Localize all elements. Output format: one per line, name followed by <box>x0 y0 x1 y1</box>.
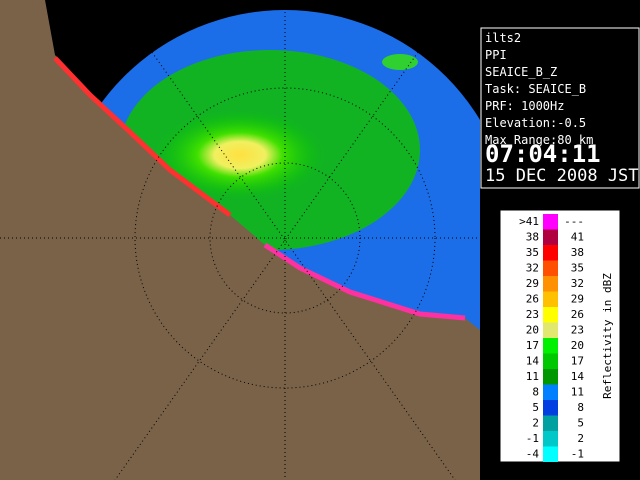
legend-swatch <box>543 431 558 447</box>
legend-low: 29 <box>526 277 539 290</box>
legend-high: 23 <box>571 324 584 337</box>
info-line: ilts2 <box>485 31 521 45</box>
info-panel <box>480 27 640 189</box>
legend-high: 29 <box>571 293 584 306</box>
coast-echo <box>263 242 466 321</box>
legend-swatch <box>543 260 558 276</box>
legend-swatch <box>543 307 558 323</box>
legend-title: Reflectivity in dBZ <box>601 273 614 399</box>
legend-low: 35 <box>526 246 539 259</box>
legend-swatch <box>543 384 558 400</box>
legend-swatch <box>543 291 558 307</box>
info-line: Max Range:80 km <box>485 133 593 147</box>
legend-swatch <box>543 415 558 431</box>
coast-echo <box>53 56 232 217</box>
legend-low: >41 <box>519 215 539 228</box>
legend-low: 32 <box>526 262 539 275</box>
legend-high: 32 <box>571 277 584 290</box>
legend-low: 11 <box>526 370 539 383</box>
legend-high: 8 <box>577 401 584 414</box>
echo-core <box>155 110 325 200</box>
legend-low: -1 <box>526 432 539 445</box>
radar-map <box>0 0 480 480</box>
legend-swatch <box>543 214 558 230</box>
legend-high: --- <box>564 215 584 228</box>
legend-high: 41 <box>571 231 584 244</box>
legend-high: 2 <box>577 432 584 445</box>
legend-swatch <box>543 353 558 369</box>
legend-low: 17 <box>526 339 539 352</box>
legend-high: 20 <box>571 339 584 352</box>
legend-low: 2 <box>532 417 539 430</box>
legend-swatch <box>543 446 558 462</box>
legend-low: 8 <box>532 386 539 399</box>
info-line: SEAICE_B_Z <box>485 65 557 79</box>
info-line: PPI <box>485 48 507 62</box>
legend-high: 38 <box>571 246 584 259</box>
info-line: Elevation:-0.5 <box>485 116 586 130</box>
legend-swatch <box>543 400 558 416</box>
legend-swatch <box>543 229 558 245</box>
legend-swatch <box>543 338 558 354</box>
legend: >41 --- 38 41 35 38 32 35 29 32 26 29 23 26 20 23 17 20 14… <box>519 214 584 462</box>
info-text: ilts2 PPI SEAICE_B_Z Task: SEAICE_B PRF: 100… <box>485 31 593 147</box>
info-line: Task: SEAICE_B <box>485 82 586 96</box>
time: 07:04:11 <box>485 140 601 168</box>
legend-high: -1 <box>571 448 584 461</box>
legend-high: 26 <box>571 308 584 321</box>
legend-swatch <box>543 369 558 385</box>
legend-swatch <box>543 245 558 261</box>
legend-high: 14 <box>571 370 585 383</box>
legend-swatch <box>543 322 558 338</box>
legend-high: 11 <box>571 386 584 399</box>
legend-swatch <box>543 276 558 292</box>
legend-low: -4 <box>526 448 540 461</box>
legend-high: 17 <box>571 355 584 368</box>
echo-cell <box>382 54 418 70</box>
legend-high: 35 <box>571 262 584 275</box>
legend-high: 5 <box>577 417 584 430</box>
range-grid <box>0 0 480 480</box>
date: 15 DEC 2008 JST <box>485 166 639 186</box>
legend-box <box>499 209 621 463</box>
info-line: PRF: 1000Hz <box>485 99 564 113</box>
legend-low: 20 <box>526 324 539 337</box>
legend-low: 26 <box>526 293 539 306</box>
legend-low: 14 <box>526 355 540 368</box>
legend-low: 23 <box>526 308 539 321</box>
legend-low: 5 <box>532 401 539 414</box>
land <box>0 0 480 480</box>
legend-low: 38 <box>526 231 539 244</box>
